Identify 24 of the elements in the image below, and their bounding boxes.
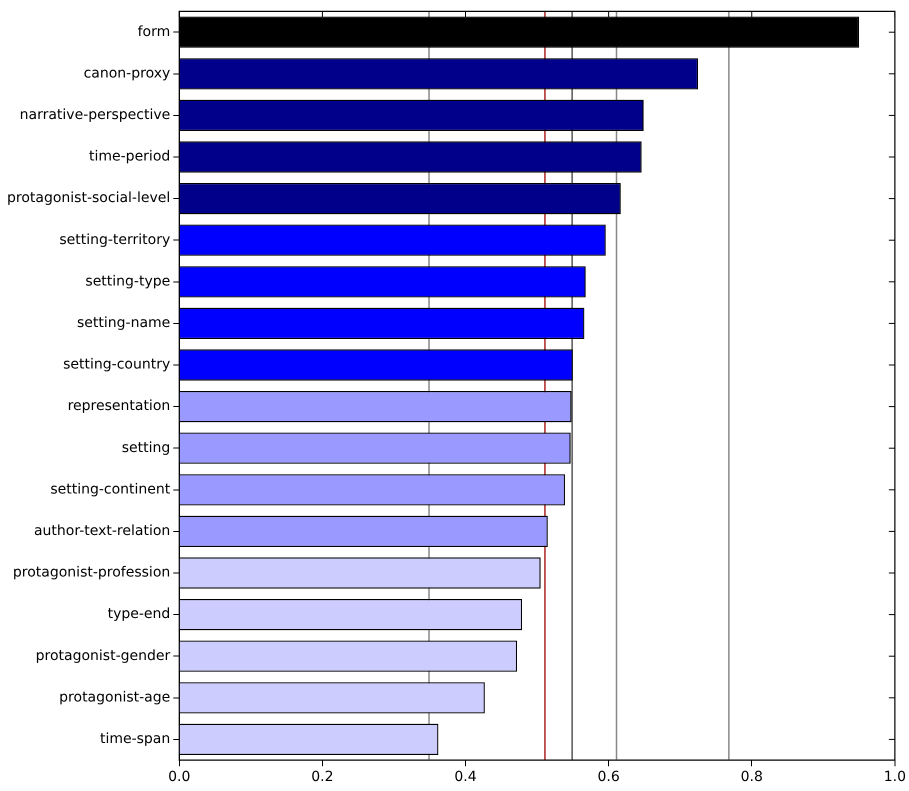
y-tick-label: type-end <box>108 606 170 622</box>
x-tick-label: 0.2 <box>311 769 334 786</box>
y-tick-label: author-text-relation <box>34 523 170 540</box>
y-tick-label: setting-continent <box>50 481 171 498</box>
y-tick-label: narrative-perspective <box>20 107 170 124</box>
y-tick-label: setting <box>122 440 170 456</box>
y-tick-label: time-period <box>88 148 170 165</box>
y-tick-label: time-span <box>100 731 170 748</box>
y-tick-label: representation <box>68 398 170 414</box>
x-tick-label: 0.4 <box>454 769 477 786</box>
y-tick-label: protagonist-age <box>59 689 170 706</box>
x-tick-label: 1.0 <box>884 769 906 786</box>
y-tick-label: setting-country <box>63 356 170 373</box>
y-tick-label: canon-proxy <box>84 65 170 82</box>
y-tick-label: protagonist-gender <box>36 648 171 664</box>
y-tick-label: setting-territory <box>59 232 170 248</box>
x-tick-label: 0.8 <box>740 769 763 786</box>
y-tick-label: form <box>138 24 170 40</box>
y-tick-label: setting-name <box>76 315 170 332</box>
x-tick-label: 0.6 <box>598 769 620 786</box>
x-tick-label: 0.0 <box>168 769 190 786</box>
y-tick-label: setting-type <box>85 273 170 290</box>
y-tick-label: protagonist-social-level <box>6 190 170 206</box>
y-tick-label: protagonist-profession <box>12 564 170 581</box>
